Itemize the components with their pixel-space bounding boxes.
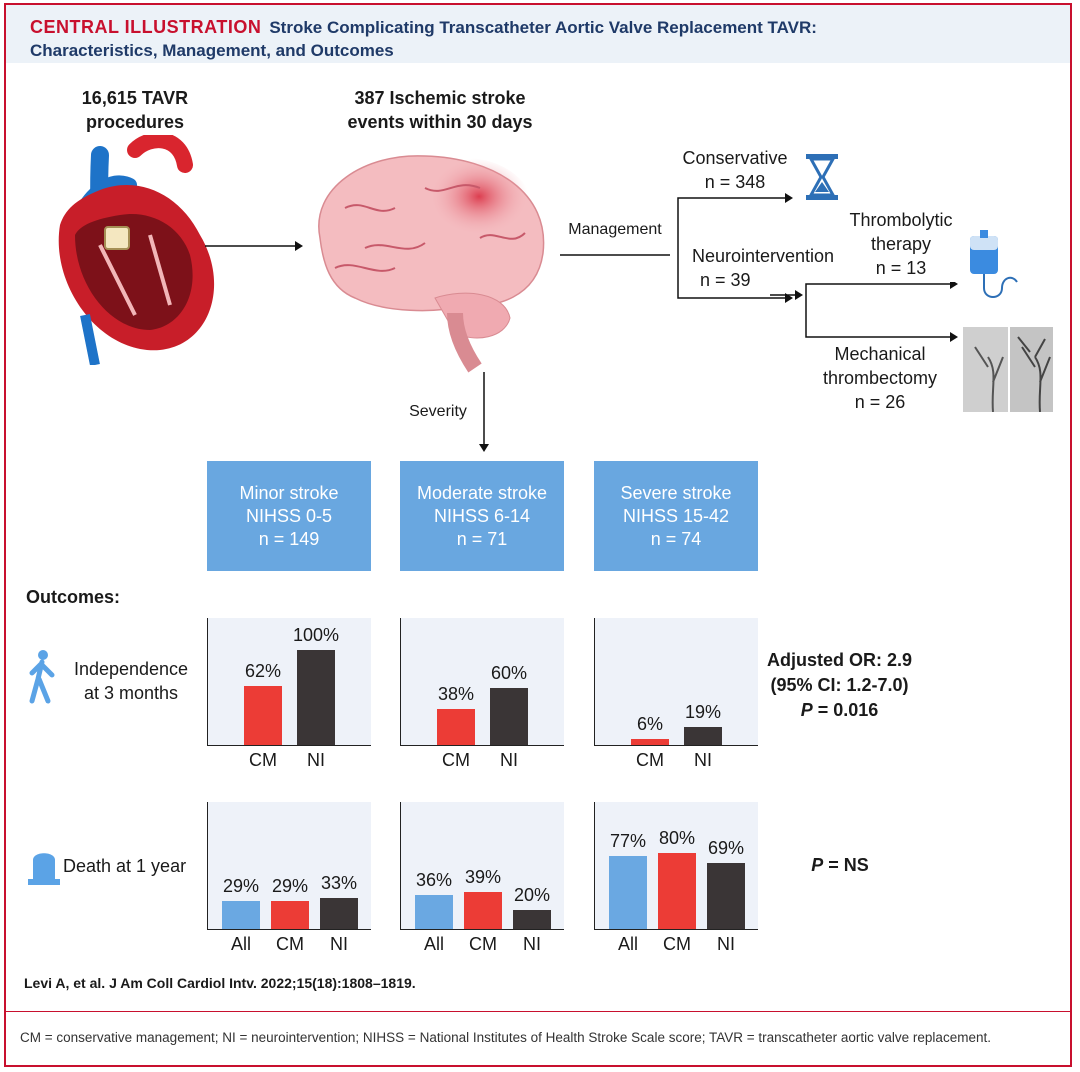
chart-independence-minor: 62% CM 100% NI bbox=[207, 618, 371, 770]
bar-value-label: 39% bbox=[464, 866, 502, 887]
footer-divider bbox=[6, 1011, 1070, 1012]
x-axis-label: NI bbox=[717, 934, 735, 954]
bar-value-label: 80% bbox=[658, 828, 696, 848]
x-axis-label: CM bbox=[469, 934, 497, 954]
bar-cm bbox=[437, 708, 475, 745]
bar-cm bbox=[464, 891, 502, 929]
x-axis-label: NI bbox=[694, 750, 712, 770]
heart-illustration bbox=[58, 135, 215, 365]
x-axis-label: All bbox=[423, 934, 444, 954]
death-label: Death at 1 year bbox=[63, 856, 187, 876]
citation: Levi A, et al. J Am Coll Cardiol Intv. 2… bbox=[24, 975, 416, 991]
severity-label: Severity bbox=[409, 403, 467, 420]
procedures-label: 16,615 TAVR procedures bbox=[81, 88, 189, 132]
bar-value-label: 29% bbox=[271, 876, 309, 897]
walking-person-icon bbox=[29, 650, 55, 704]
severity-box-severe: Severe stroke NIHSS 15-42 n = 74 bbox=[594, 461, 758, 571]
x-axis-label: CM bbox=[249, 750, 277, 770]
header-title-line1: CENTRAL ILLUSTRATION Stroke Complicating … bbox=[30, 17, 817, 37]
outcomes-label: Outcomes: bbox=[26, 587, 121, 607]
bar-value-label: 20% bbox=[513, 885, 551, 905]
arrow-heart-to-brain bbox=[205, 241, 303, 251]
angiogram-image-before bbox=[963, 327, 1008, 413]
bar-ni bbox=[297, 650, 335, 745]
neurointervention-label: Neurointervention n = 39 bbox=[691, 246, 835, 290]
x-axis-label: NI bbox=[500, 750, 518, 770]
x-axis-label: CM bbox=[276, 934, 304, 954]
tombstone-icon bbox=[28, 853, 60, 885]
bar-cm bbox=[244, 686, 282, 745]
chart-death-severe: 77% All 80% CM 69% NI bbox=[594, 802, 758, 954]
bar-value-label: 29% bbox=[222, 876, 260, 897]
events-label: 387 Ischemic stroke events within 30 days bbox=[347, 88, 533, 132]
conservative-label: Conservative n = 348 bbox=[682, 148, 788, 192]
bar-ni bbox=[684, 726, 722, 745]
x-axis-label: NI bbox=[307, 750, 325, 770]
bar-ni bbox=[320, 897, 358, 929]
independence-label: Independence at 3 months bbox=[73, 659, 189, 703]
figure-frame bbox=[4, 3, 1072, 1067]
footer-abbreviations: CM = conservative management; NI = neuro… bbox=[20, 1030, 991, 1045]
x-axis-label: CM bbox=[663, 934, 691, 954]
severity-box-minor: Minor stroke NIHSS 0-5 n = 149 bbox=[207, 461, 371, 571]
central-illustration-label: CENTRAL ILLUSTRATION bbox=[30, 17, 262, 37]
x-axis-label: NI bbox=[330, 934, 348, 954]
x-axis-label: All bbox=[230, 934, 251, 954]
iv-bag-icon bbox=[970, 230, 1018, 298]
bar-value-label: 36% bbox=[415, 869, 453, 890]
severity-box-moderate: Moderate stroke NIHSS 6-14 n = 71 bbox=[400, 461, 564, 571]
chart-death-minor: 29% All 29% CM 33% NI bbox=[207, 802, 371, 954]
hourglass-icon bbox=[806, 154, 838, 200]
death-stats: P = NS bbox=[811, 855, 869, 875]
bar-ni bbox=[707, 863, 745, 929]
header-banner: CENTRAL ILLUSTRATION Stroke Complicating … bbox=[6, 5, 1070, 63]
bar-ni bbox=[490, 688, 528, 745]
mechanical-label: Mechanical thrombectomy n = 26 bbox=[822, 344, 938, 412]
management-label: Management bbox=[568, 221, 662, 238]
bar-all bbox=[609, 855, 647, 929]
chart-independence-severe: 6% CM 19% NI bbox=[594, 618, 758, 770]
bar-cm bbox=[631, 739, 669, 745]
bar-value-label: 19% bbox=[684, 701, 722, 722]
thrombolytic-label: Thrombolytic therapy n = 13 bbox=[849, 210, 953, 278]
severity-arrow bbox=[479, 372, 489, 452]
bar-value-label: 6% bbox=[636, 714, 663, 735]
x-axis-label: CM bbox=[636, 750, 664, 770]
chart-independence-moderate: 38% CM 60% NI bbox=[400, 618, 564, 770]
chart-death-moderate: 36% All 39% CM 20% NI bbox=[400, 802, 564, 954]
angiogram-image-after bbox=[1010, 327, 1053, 413]
bar-cm bbox=[658, 853, 696, 929]
bar-value-label: 62% bbox=[244, 661, 282, 682]
neuro-subbranch bbox=[770, 282, 958, 342]
x-axis-label: All bbox=[617, 934, 638, 954]
bar-value-label: 38% bbox=[437, 683, 475, 704]
independence-stats: Adjusted OR: 2.9 (95% CI: 1.2-7.0) P = 0… bbox=[766, 650, 913, 720]
bar-value-label: 33% bbox=[320, 872, 358, 893]
bar-all bbox=[415, 894, 453, 929]
brain-illustration bbox=[318, 155, 545, 373]
bar-value-label: 77% bbox=[609, 830, 647, 851]
bar-value-label: 100% bbox=[292, 625, 340, 645]
bar-value-label: 69% bbox=[707, 838, 745, 859]
header-title-line2: Characteristics, Management, and Outcome… bbox=[30, 41, 394, 60]
bar-all bbox=[222, 901, 260, 929]
bar-value-label: 60% bbox=[490, 663, 528, 683]
bar-ni bbox=[513, 910, 551, 929]
bar-cm bbox=[271, 901, 309, 929]
x-axis-label: CM bbox=[442, 750, 470, 770]
x-axis-label: NI bbox=[523, 934, 541, 954]
